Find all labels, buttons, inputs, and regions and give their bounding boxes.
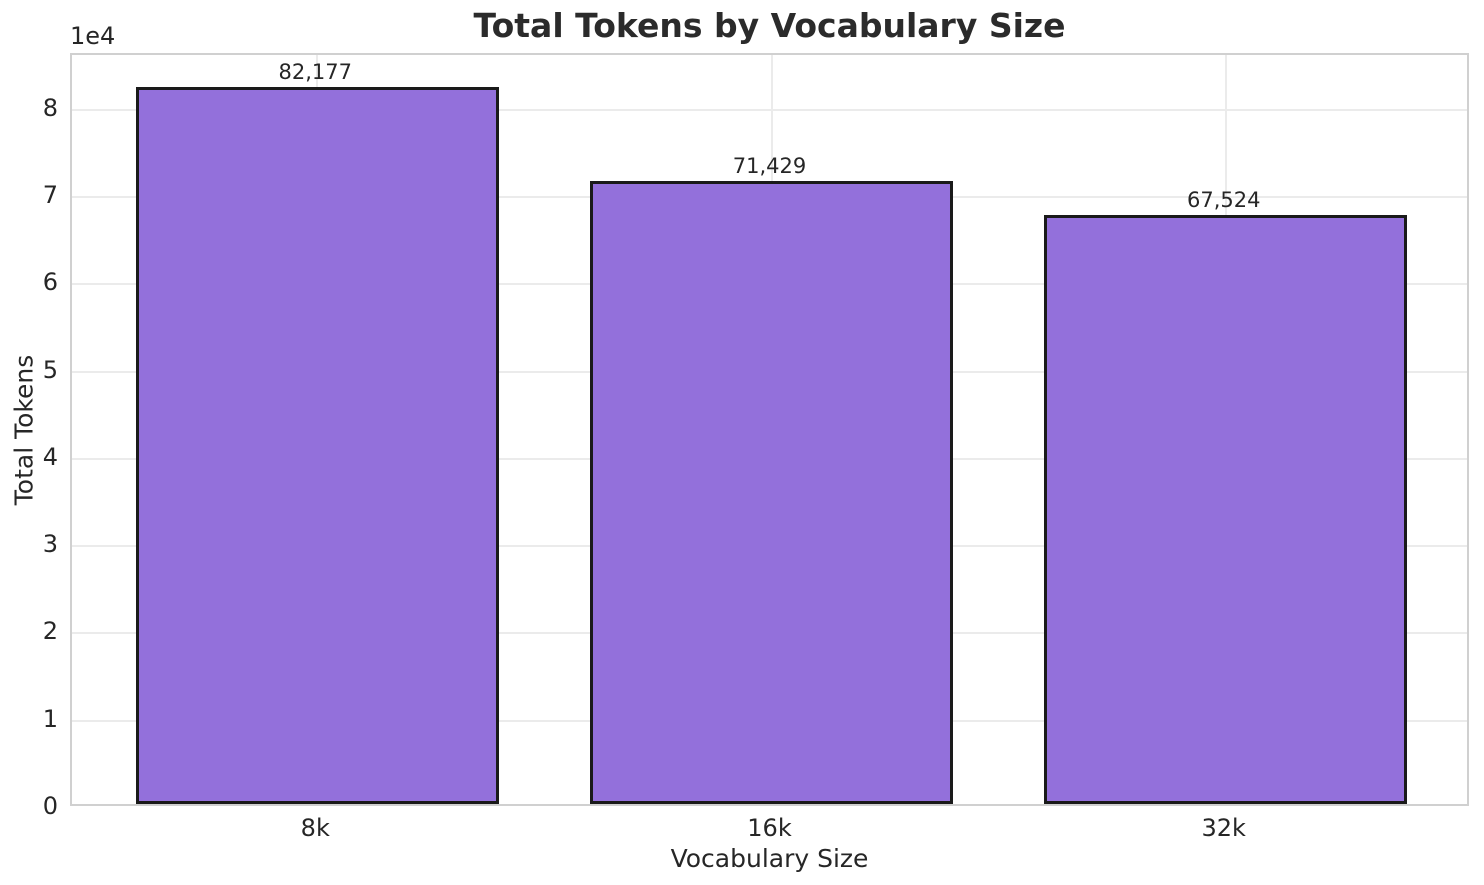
y-tick-label: 1 bbox=[42, 704, 58, 733]
bar-value-label: 71,429 bbox=[732, 153, 807, 178]
y-tick-label: 5 bbox=[42, 355, 58, 384]
x-tick-label: 16k bbox=[747, 814, 792, 842]
bar-value-label: 67,524 bbox=[1186, 187, 1261, 212]
y-tick-label: 4 bbox=[42, 442, 58, 471]
bar-value-label: 82,177 bbox=[278, 59, 352, 84]
y-tick-label: 3 bbox=[42, 530, 58, 559]
y-tick-label: 8 bbox=[42, 93, 58, 122]
y-tick-label: 7 bbox=[42, 181, 58, 210]
x-axis-label: Vocabulary Size bbox=[670, 844, 869, 873]
y-gridline bbox=[72, 108, 1467, 111]
plot-area bbox=[70, 53, 1469, 806]
x-tick-label: 32k bbox=[1201, 814, 1246, 842]
y-tick-label: 2 bbox=[42, 617, 58, 646]
y-tick-label: 6 bbox=[42, 268, 58, 297]
x-tick-label: 8k bbox=[300, 814, 330, 842]
bar-16k bbox=[589, 180, 954, 804]
y-axis-offset-label: 1e4 bbox=[70, 22, 116, 50]
bar-8k bbox=[135, 86, 499, 804]
bar-32k bbox=[1044, 214, 1408, 804]
y-tick-label: 0 bbox=[42, 792, 58, 820]
chart-title: Total Tokens by Vocabulary Size bbox=[473, 6, 1066, 45]
